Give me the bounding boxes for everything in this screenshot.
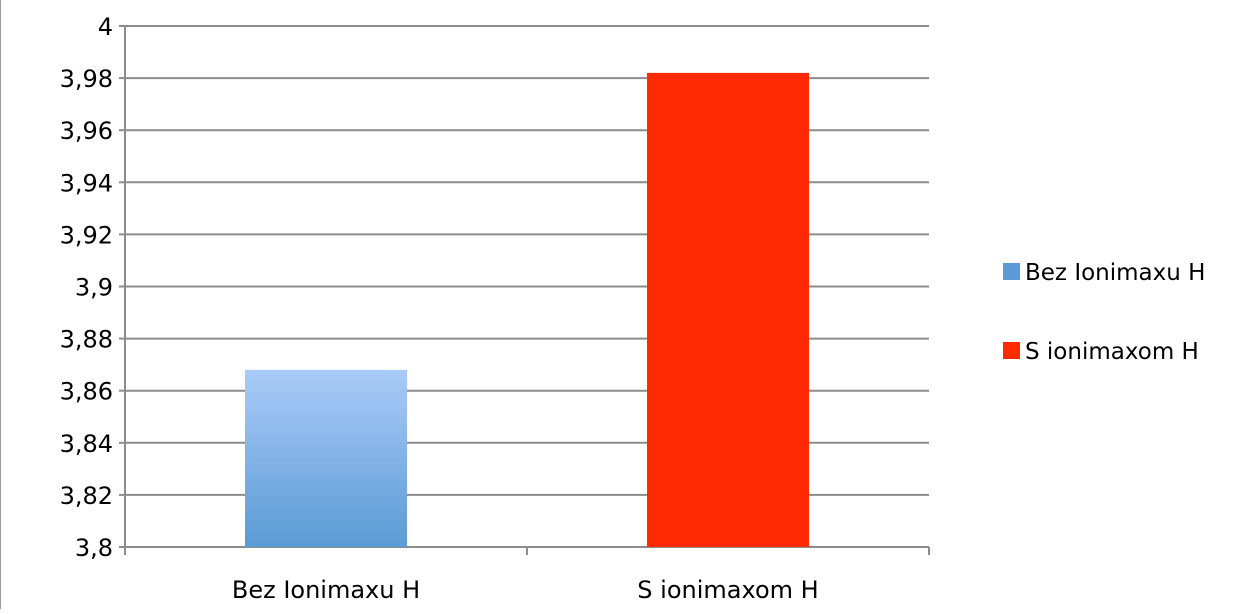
y-tick-label: 3,98 [60,65,113,93]
bar [647,72,809,547]
legend-label: Bez Ionimaxu H [1025,260,1205,286]
y-tick-label: 3,82 [60,482,113,510]
y-tick-labels: 3,8 3,82 3,84 3,86 3,88 3,9 3,92 3,94 3,96 3,98 4 [60,13,113,562]
legend-swatch [1003,263,1020,280]
y-tick-label: 3,86 [60,378,113,406]
legend-label: S ionimaxom H [1025,339,1199,365]
y-tick-label: 3,8 [75,534,113,562]
y-tick-label: 3,92 [60,221,113,249]
y-tick-label: 3,9 [75,274,113,302]
y-tick-label: 4 [98,13,113,41]
y-tick-label: 3,88 [60,326,113,354]
x-category-labels: Bez Ionimaxu H S ionimaxom H [232,576,819,604]
y-tick-label: 3,96 [60,117,113,145]
legend: Bez Ionimaxu H S ionimaxom H [1003,260,1205,365]
legend-swatch [1003,342,1020,359]
bar [245,369,407,547]
x-category-label: Bez Ionimaxu H [232,576,420,604]
x-category-label: S ionimaxom H [637,576,818,604]
y-tick-label: 3,94 [60,169,113,197]
y-tick-label: 3,84 [60,430,113,458]
bars [245,72,809,547]
